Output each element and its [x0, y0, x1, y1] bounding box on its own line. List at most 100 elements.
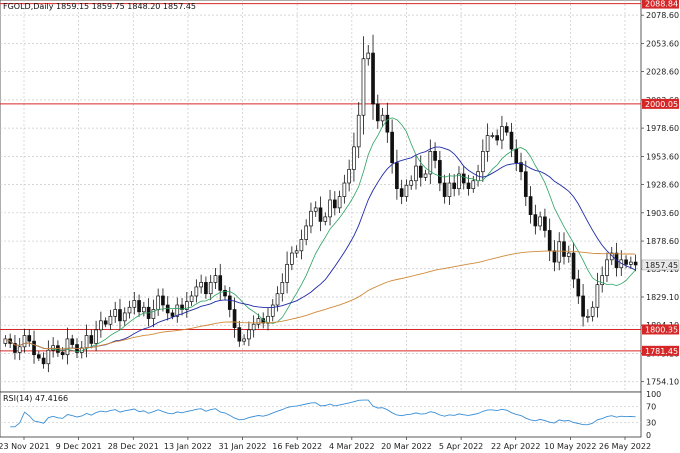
last-price-label: 1857.45	[645, 261, 678, 270]
candle-body	[356, 114, 361, 148]
candle-body	[189, 295, 194, 302]
date-tick-label: 31 Jan 2022	[219, 442, 267, 451]
candle-body	[232, 309, 237, 328]
candle-body	[395, 162, 399, 190]
candle-body	[275, 293, 280, 306]
candle-body	[418, 165, 423, 178]
candle-body	[84, 335, 89, 349]
rsi-tick-label: 70	[646, 402, 656, 411]
candle-body	[342, 182, 347, 197]
candle-body	[633, 261, 638, 266]
candle-body	[103, 320, 108, 325]
candle-body	[523, 171, 528, 197]
candle-body	[576, 278, 581, 297]
level-label: 2088.84	[645, 0, 678, 9]
date-tick-label: 13 Jan 2022	[164, 442, 212, 451]
candle-body	[137, 300, 141, 313]
candle-body	[194, 286, 199, 297]
candle-body	[290, 252, 294, 265]
level-label: 1781.45	[645, 347, 678, 356]
candle-body	[538, 216, 542, 227]
candle-body	[118, 309, 122, 322]
candle-body	[385, 114, 390, 133]
ma-fast-line	[5, 117, 636, 353]
candle-body	[32, 340, 36, 356]
candle-body	[442, 182, 447, 197]
candle-body	[514, 148, 519, 164]
price-axis: 2078.602053.602028.602003.601978.601953.…	[641, 0, 680, 387]
price-tick-label: 1878.60	[646, 237, 679, 246]
candle-body	[247, 329, 251, 340]
candle-body	[175, 304, 180, 317]
candle-body	[519, 162, 523, 173]
candle-body	[227, 295, 232, 310]
candle-body	[504, 126, 509, 133]
candle-body	[323, 216, 328, 222]
level-label-bg	[642, 324, 679, 335]
price-tick-label: 1953.60	[646, 152, 679, 161]
candle-body	[313, 207, 318, 212]
candle-body	[99, 320, 103, 331]
candle-body	[41, 357, 46, 365]
rsi-panel-background	[0, 391, 642, 438]
candle-body	[509, 131, 514, 150]
candle-body	[528, 196, 533, 215]
date-tick-label: 16 Feb 2022	[272, 442, 322, 451]
candle-body	[347, 169, 351, 184]
candle-body	[151, 309, 156, 319]
candle-body	[237, 327, 242, 342]
rsi-tick-label: 0	[646, 431, 651, 440]
date-tick-label: 23 Nov 2021	[0, 442, 50, 451]
candle-body	[309, 210, 313, 227]
candle-body	[285, 263, 289, 283]
candle-body	[590, 306, 595, 317]
candle-body	[46, 349, 51, 365]
candle-body	[60, 352, 65, 356]
rsi-path	[10, 399, 636, 428]
price-tick-label: 1978.60	[646, 124, 679, 133]
candle-body	[466, 182, 471, 190]
candle-body	[371, 52, 375, 105]
rsi-header: RSI(14) 47.4166	[3, 394, 68, 403]
rsi-tick-label: 100	[646, 390, 661, 399]
candle-body	[557, 241, 562, 263]
candle-body	[22, 335, 27, 348]
ma-slow-line	[5, 250, 636, 350]
level-label: 2000.05	[645, 100, 678, 109]
horizontal-levels	[0, 3, 641, 352]
candle-body	[270, 304, 275, 317]
candle-body	[624, 259, 628, 265]
level-label-bg	[642, 0, 679, 9]
candle-body	[94, 329, 98, 344]
candle-body	[17, 346, 22, 353]
candle-body	[156, 295, 160, 310]
rsi-line	[10, 399, 636, 428]
candle-body	[13, 343, 17, 353]
rsi-tick-label: 30	[646, 419, 656, 428]
main-panel-background	[0, 0, 642, 393]
candle-body	[280, 282, 285, 295]
candle-body	[457, 173, 461, 190]
price-tick-label: 1829.10	[646, 293, 679, 302]
candle-body	[495, 135, 499, 141]
candle-body	[409, 180, 414, 186]
candle-body	[438, 160, 442, 184]
candle-body	[423, 173, 428, 178]
moving-averages	[5, 117, 636, 353]
candle-body	[70, 338, 75, 345]
candle-body	[361, 58, 366, 116]
candle-body	[27, 335, 32, 342]
price-tick-label: 2053.60	[646, 39, 679, 48]
candle-body	[299, 239, 304, 252]
candle-body	[500, 126, 504, 141]
candle-body	[165, 304, 170, 314]
candle-body	[256, 318, 261, 325]
candle-body	[375, 103, 380, 122]
candle-body	[586, 315, 590, 318]
candle-body	[294, 250, 299, 254]
candle-body	[404, 184, 409, 197]
candle-body	[471, 180, 476, 190]
candle-body	[251, 323, 256, 331]
candle-body	[566, 252, 571, 257]
